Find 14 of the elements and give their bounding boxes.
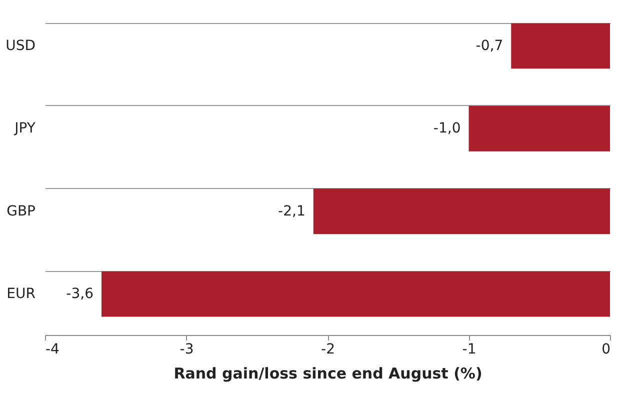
- data-label: -2,1: [278, 203, 306, 220]
- y-tick-label: USD: [6, 38, 36, 54]
- x-tick-label: -3: [180, 342, 194, 358]
- data-label: -3,6: [66, 286, 94, 302]
- x-tick-label: -4: [46, 342, 60, 358]
- x-axis-title: Rand gain/loss since end August (%): [174, 364, 482, 382]
- x-tick-label: -2: [321, 342, 335, 358]
- y-tick-label: JPY: [14, 120, 36, 137]
- y-tick-label: EUR: [6, 286, 36, 302]
- x-tick-label: 0: [602, 342, 610, 358]
- y-tick-label: GBP: [6, 203, 36, 220]
- data-label: -1,0: [433, 120, 461, 137]
- data-label: -0,7: [476, 38, 504, 54]
- x-tick-label: -1: [462, 342, 476, 358]
